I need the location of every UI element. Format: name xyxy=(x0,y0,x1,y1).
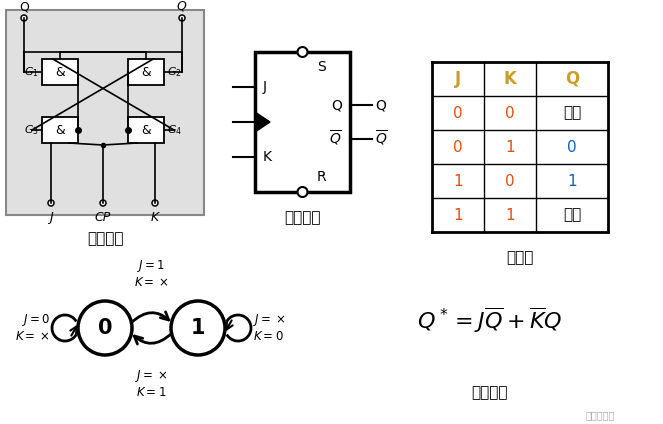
Text: R: R xyxy=(317,170,326,184)
Text: CP: CP xyxy=(95,211,111,224)
Text: 1: 1 xyxy=(453,207,463,223)
Text: Q: Q xyxy=(375,98,386,112)
Text: 翻转: 翻转 xyxy=(563,207,581,223)
Text: J: J xyxy=(49,211,53,224)
Text: 0: 0 xyxy=(505,173,514,189)
Circle shape xyxy=(21,15,27,21)
Circle shape xyxy=(78,301,132,355)
FancyBboxPatch shape xyxy=(128,59,164,85)
Text: J: J xyxy=(263,80,267,94)
Text: Q: Q xyxy=(565,70,579,88)
Text: &: & xyxy=(55,123,65,137)
Circle shape xyxy=(100,200,106,206)
FancyBboxPatch shape xyxy=(128,117,164,143)
Text: 1: 1 xyxy=(505,139,514,154)
Circle shape xyxy=(152,200,158,206)
Text: 电路结构: 电路结构 xyxy=(87,231,123,246)
FancyBboxPatch shape xyxy=(255,52,350,192)
Text: $\overline{Q}$: $\overline{Q}$ xyxy=(176,0,188,14)
Text: 0: 0 xyxy=(453,139,463,154)
Circle shape xyxy=(48,200,54,206)
Text: J: J xyxy=(455,70,461,88)
FancyBboxPatch shape xyxy=(6,10,204,215)
Text: 1: 1 xyxy=(567,173,577,189)
Text: $\overline{Q}$: $\overline{Q}$ xyxy=(329,129,342,148)
Text: 特性方程: 特性方程 xyxy=(472,385,509,400)
Text: K: K xyxy=(151,211,159,224)
Text: 0: 0 xyxy=(97,318,112,338)
Text: 保持: 保持 xyxy=(563,106,581,120)
Text: &: & xyxy=(55,65,65,78)
Text: $G_3$: $G_3$ xyxy=(24,123,39,137)
Text: 1: 1 xyxy=(191,318,206,338)
Text: 真值表: 真值表 xyxy=(507,250,534,265)
Text: 清小榴笔记: 清小榴笔记 xyxy=(585,410,615,420)
Circle shape xyxy=(179,15,185,21)
Circle shape xyxy=(298,187,308,197)
Text: K: K xyxy=(504,70,516,88)
Polygon shape xyxy=(255,112,270,132)
Text: &: & xyxy=(141,65,151,78)
Text: $J=\times$
$K=1$: $J=\times$ $K=1$ xyxy=(135,368,168,399)
Text: $J=0$
$K=\times$: $J=0$ $K=\times$ xyxy=(15,312,50,343)
FancyBboxPatch shape xyxy=(42,59,78,85)
Text: S: S xyxy=(317,60,326,74)
Text: $G_1$: $G_1$ xyxy=(24,65,39,79)
FancyBboxPatch shape xyxy=(42,117,78,143)
Text: 0: 0 xyxy=(505,106,514,120)
Text: $Q^* = J\overline{Q} + \overline{K}Q$: $Q^* = J\overline{Q} + \overline{K}Q$ xyxy=(417,305,563,335)
Text: $J=1$
$K=\times$: $J=1$ $K=\times$ xyxy=(134,257,169,288)
Text: Q: Q xyxy=(331,98,342,112)
Text: $G_2$: $G_2$ xyxy=(167,65,182,79)
Text: K: K xyxy=(263,150,272,164)
Text: $\overline{Q}$: $\overline{Q}$ xyxy=(375,129,388,148)
Text: $J=\times$
$K=0$: $J=\times$ $K=0$ xyxy=(253,312,285,343)
Text: &: & xyxy=(141,123,151,137)
Text: 0: 0 xyxy=(567,139,577,154)
Text: 1: 1 xyxy=(453,173,463,189)
Text: Q: Q xyxy=(19,1,29,14)
Text: 图形符号: 图形符号 xyxy=(284,210,321,225)
Circle shape xyxy=(171,301,225,355)
Text: $G_4$: $G_4$ xyxy=(167,123,182,137)
Text: 0: 0 xyxy=(453,106,463,120)
Text: 1: 1 xyxy=(505,207,514,223)
Circle shape xyxy=(298,47,308,57)
